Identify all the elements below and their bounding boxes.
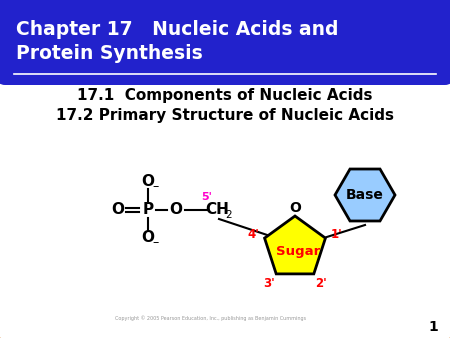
- Text: 17.2 Primary Structure of Nucleic Acids: 17.2 Primary Structure of Nucleic Acids: [56, 108, 394, 123]
- Text: 17.1  Components of Nucleic Acids: 17.1 Components of Nucleic Acids: [77, 88, 373, 103]
- Text: Copyright © 2005 Pearson Education, Inc., publishing as Benjamin Cummings: Copyright © 2005 Pearson Education, Inc.…: [115, 315, 306, 321]
- Text: O: O: [112, 202, 125, 217]
- Text: 2': 2': [315, 277, 327, 290]
- Text: O: O: [141, 231, 154, 245]
- Text: Base: Base: [346, 188, 384, 202]
- Text: –: –: [153, 237, 159, 249]
- Text: 1: 1: [428, 320, 438, 334]
- Text: Protein Synthesis: Protein Synthesis: [16, 44, 203, 63]
- Text: CH: CH: [205, 201, 229, 217]
- Text: 5': 5': [202, 192, 212, 202]
- Text: 1': 1': [331, 228, 343, 241]
- FancyBboxPatch shape: [0, 0, 450, 85]
- Text: O: O: [170, 202, 183, 217]
- Polygon shape: [265, 216, 325, 274]
- Text: P: P: [143, 202, 153, 217]
- Text: Chapter 17   Nucleic Acids and: Chapter 17 Nucleic Acids and: [16, 20, 338, 39]
- Text: Sugar: Sugar: [276, 245, 320, 259]
- Text: –: –: [153, 180, 159, 193]
- Text: 3': 3': [263, 277, 275, 290]
- Text: O: O: [141, 174, 154, 190]
- Text: 2: 2: [226, 210, 232, 220]
- Text: O: O: [289, 201, 301, 215]
- Polygon shape: [335, 169, 395, 221]
- Text: 4': 4': [247, 228, 259, 241]
